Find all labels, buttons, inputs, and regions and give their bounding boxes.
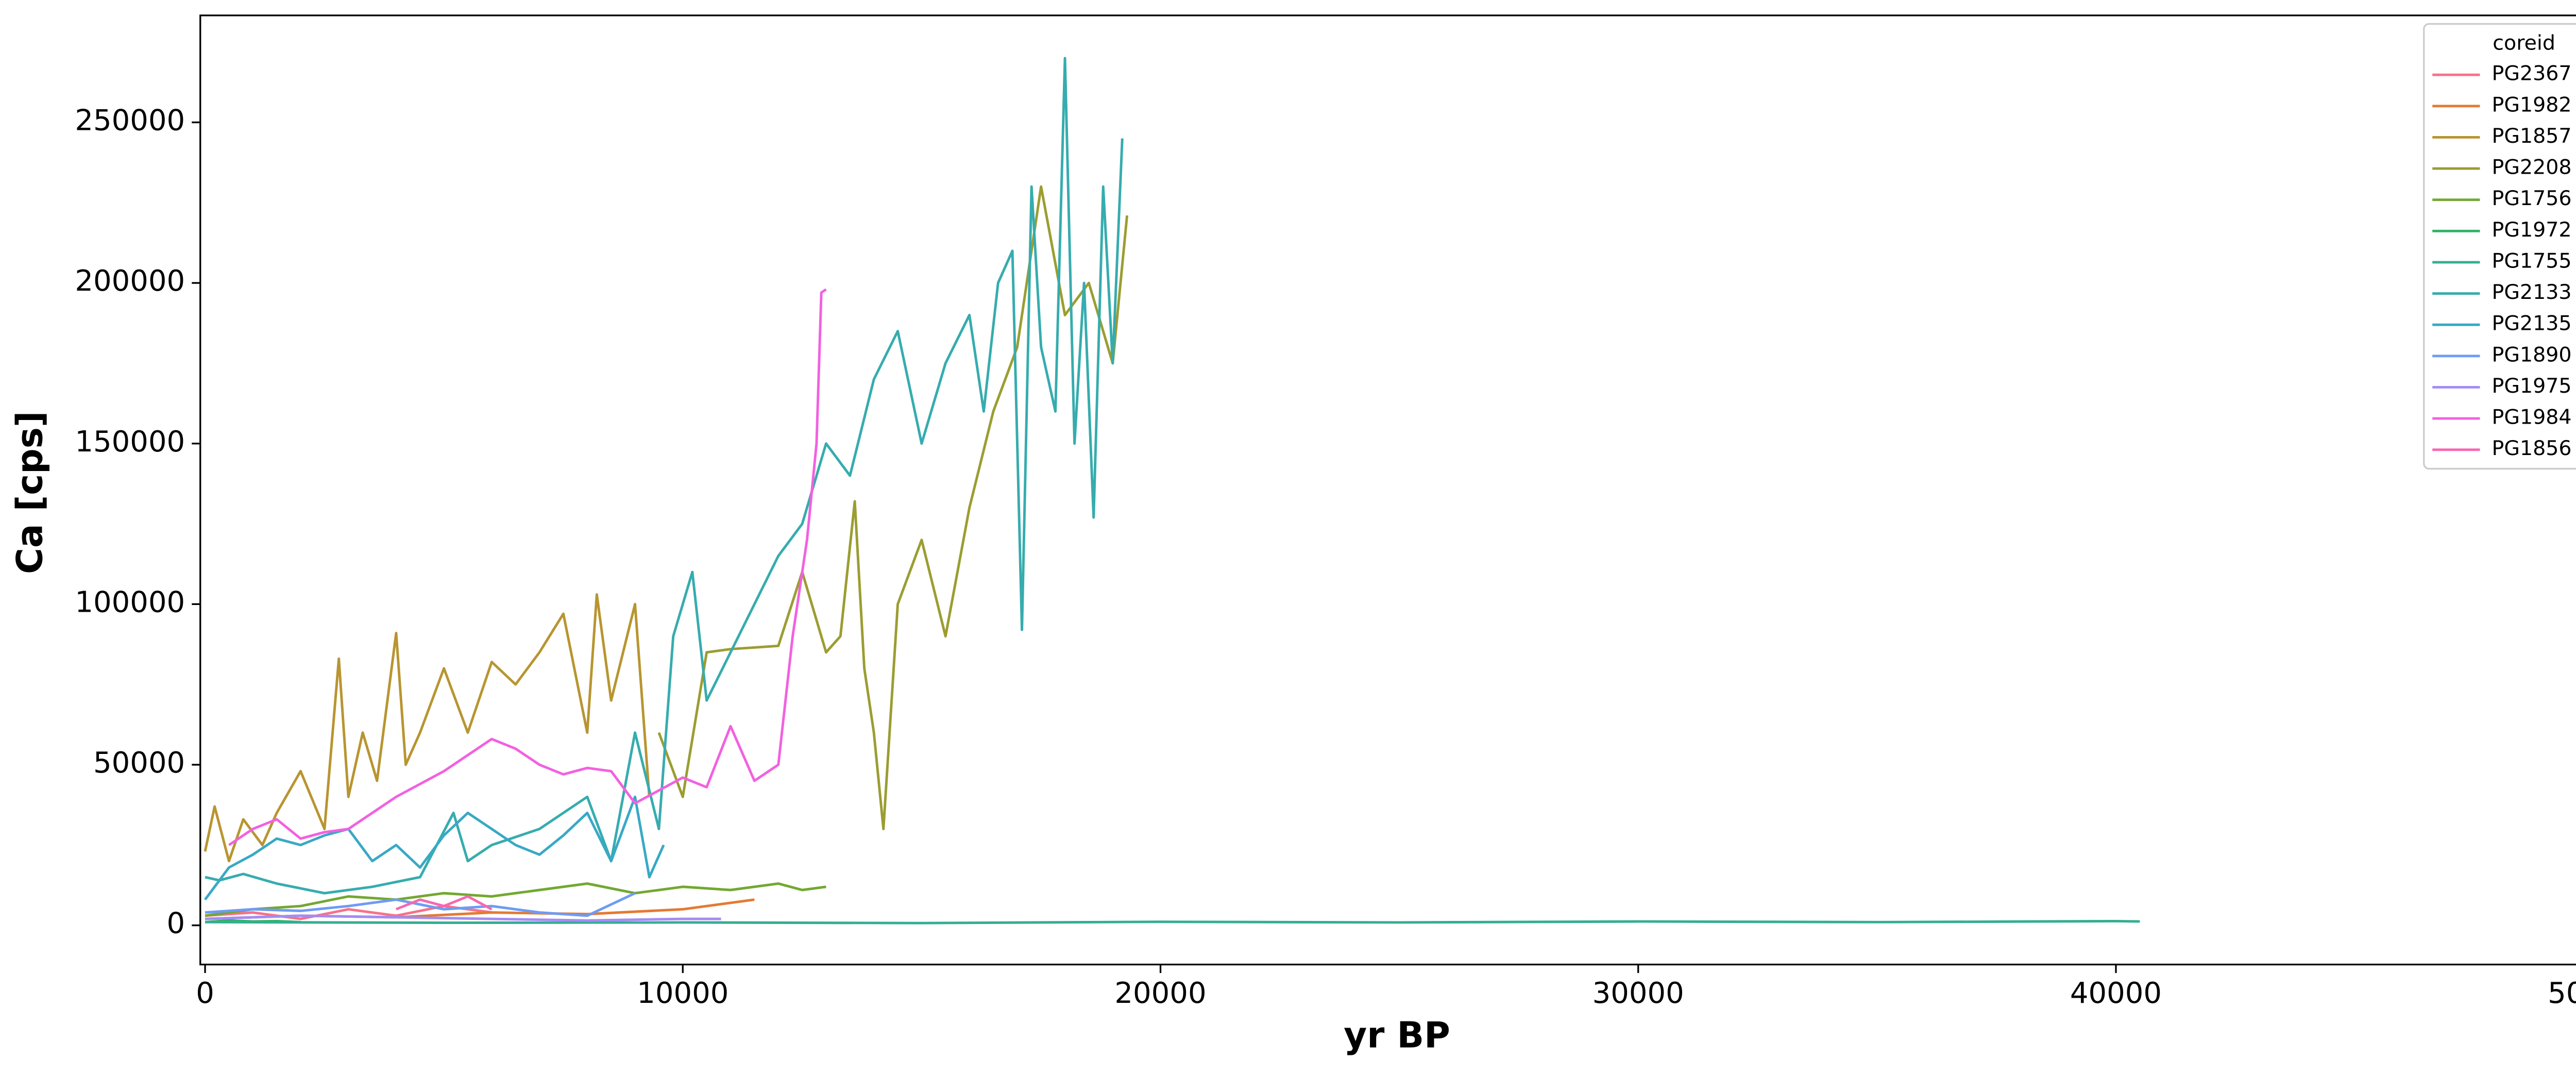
series-line xyxy=(204,795,665,901)
legend-label: PG2208 xyxy=(2492,156,2572,179)
y-tick-label: 0 xyxy=(166,907,185,940)
series-line xyxy=(396,895,493,911)
legend-label: PG1890 xyxy=(2492,343,2572,366)
x-tick-label: 30000 xyxy=(1592,977,1684,1010)
series-line xyxy=(205,892,636,917)
series-line xyxy=(657,185,1129,831)
y-axis-label: Ca [cps] xyxy=(10,411,51,574)
series-line xyxy=(205,919,2140,925)
legend-title: coreid xyxy=(2493,31,2555,55)
x-tick-label: 0 xyxy=(196,977,214,1010)
y-tick-label: 50000 xyxy=(93,746,185,780)
legend-label: PG1857 xyxy=(2492,124,2572,148)
x-tick-label: 50000 xyxy=(2548,977,2576,1010)
series-line xyxy=(205,882,826,917)
legend-label: PG1856 xyxy=(2492,436,2572,460)
x-tick-label: 20000 xyxy=(1114,977,1206,1010)
legend-label: PG2133 xyxy=(2492,280,2572,304)
plot-frame xyxy=(199,14,2576,966)
legend-label: PG1975 xyxy=(2492,374,2572,398)
legend-label: PG2367 xyxy=(2492,62,2572,86)
y-tick-label: 150000 xyxy=(75,425,185,459)
legend-label: PG1984 xyxy=(2492,406,2572,429)
series-line xyxy=(204,593,651,863)
y-tick-label: 250000 xyxy=(75,104,185,138)
legend-box xyxy=(2423,23,2576,470)
y-tick-label: 200000 xyxy=(75,264,185,298)
series-line xyxy=(205,57,1124,895)
y-tick-label: 100000 xyxy=(75,585,185,619)
legend-label: PG2135 xyxy=(2492,312,2572,335)
series-line xyxy=(228,288,827,846)
x-tick-label: 10000 xyxy=(637,977,728,1010)
legend-label: PG1982 xyxy=(2492,93,2572,116)
x-axis-label: yr BP xyxy=(1344,1015,1450,1056)
legend-label: PG1972 xyxy=(2492,218,2572,242)
series-line xyxy=(205,914,721,922)
x-tick-label: 40000 xyxy=(2070,977,2162,1010)
legend-label: PG1756 xyxy=(2492,187,2572,210)
legend-label: PG1755 xyxy=(2492,249,2572,273)
